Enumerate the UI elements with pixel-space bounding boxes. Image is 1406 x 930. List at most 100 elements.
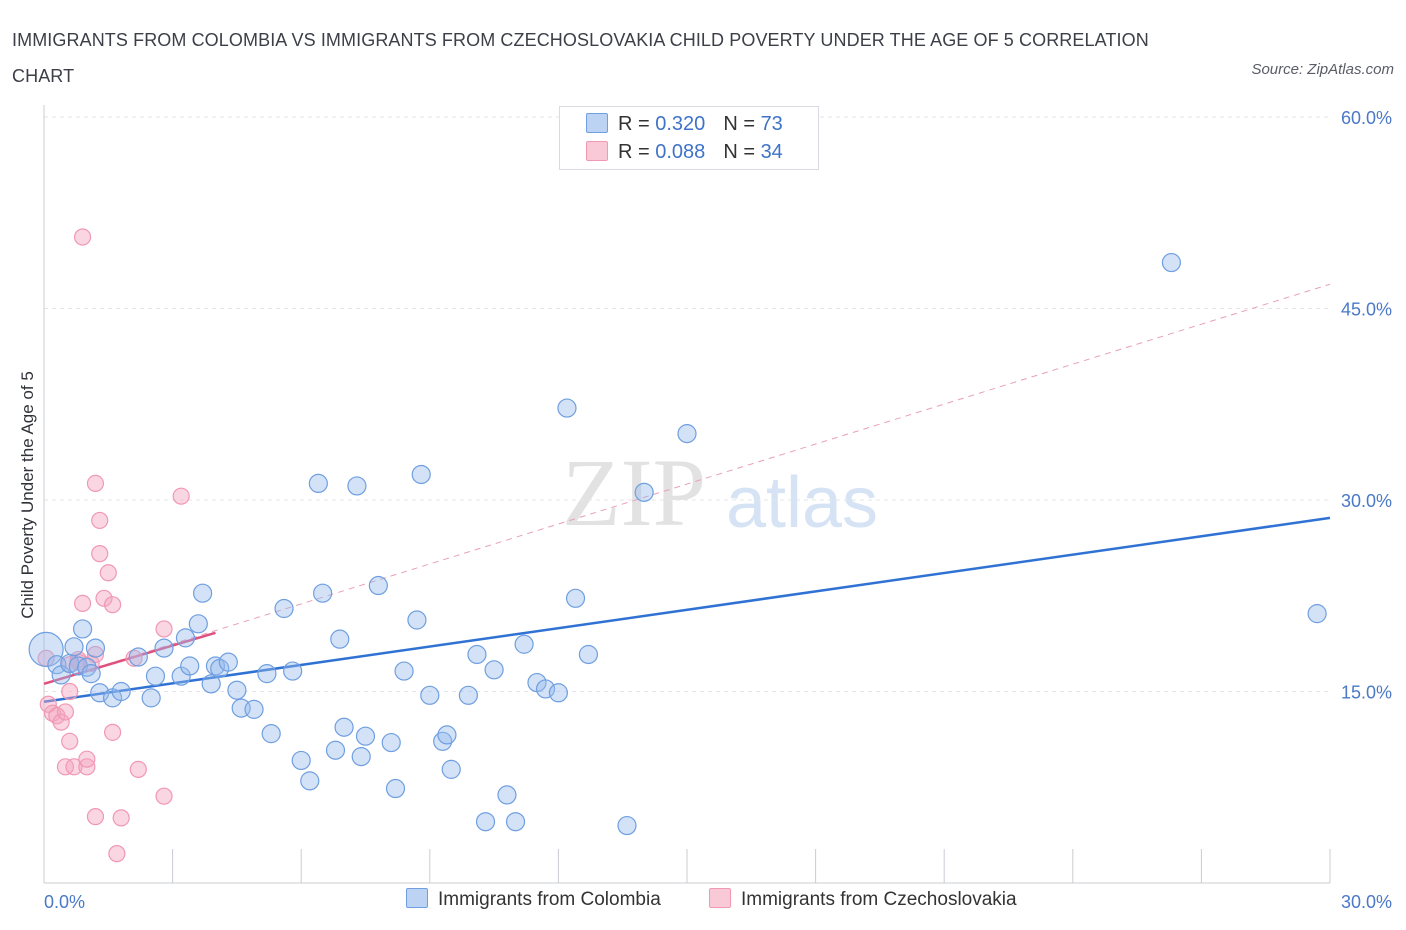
- colombia-point-59: [514, 634, 534, 654]
- colombia-point-52: [441, 759, 461, 779]
- colombia-point-62: [548, 683, 569, 703]
- bottom-legend-colombia-label: Immigrants from Colombia: [438, 889, 661, 910]
- colombia-points: [28, 252, 1327, 836]
- bottom-legend-swatch-colombia: [406, 888, 428, 908]
- watermark-atlas: atlas: [726, 463, 878, 543]
- legend-czech-r-label: R =: [618, 141, 656, 163]
- czech-point-9: [61, 682, 79, 701]
- colombia-point-46: [394, 661, 414, 681]
- colombia-point-0: [28, 631, 64, 667]
- colombia-point-6: [72, 619, 93, 639]
- czech-point-8: [61, 732, 79, 750]
- colombia-point-19: [180, 656, 200, 676]
- legend-row-czech: R = 0.088 N = 34: [586, 141, 783, 165]
- colombia-point-10: [90, 683, 110, 703]
- legend-swatch-czech: [586, 141, 608, 161]
- colombia-point-28: [244, 699, 264, 719]
- colombia-point-58: [505, 812, 526, 832]
- watermark-zip: ZIP: [562, 439, 706, 546]
- czech-point-22: [91, 545, 109, 563]
- colombia-point-48: [411, 464, 431, 485]
- colombia-point-40: [347, 476, 367, 496]
- colombia-point-20: [188, 614, 208, 634]
- legend-czech-n-label: N =: [723, 141, 761, 163]
- colombia-point-4: [64, 637, 84, 657]
- colombia-point-13: [128, 647, 148, 667]
- czech-point-21: [91, 511, 109, 530]
- tick-labels: 15.0% 30.0% 45.0% 60.0% 0.0% 30.0%: [44, 108, 1392, 912]
- czech-point-33: [172, 487, 190, 505]
- colombia-point-29: [257, 664, 277, 684]
- colombia-point-43: [368, 575, 388, 596]
- colombia-point-36: [313, 583, 333, 603]
- colombia-point-39: [334, 717, 354, 737]
- y-tick-label-0: 15.0%: [1341, 683, 1392, 703]
- legend-colombia-n-value: 73: [760, 113, 783, 135]
- legend-colombia-n-label: N =: [723, 113, 761, 135]
- colombia-point-54: [467, 644, 487, 665]
- legend-czech-r-value: 0.088: [655, 141, 706, 163]
- colombia-point-25: [218, 652, 238, 672]
- stats-legend: R = 0.320 N = 73 R = 0.088 N = 34: [559, 106, 819, 170]
- czech-point-32: [155, 620, 173, 638]
- colombia-point-61: [535, 679, 556, 699]
- czech-point-27: [108, 845, 126, 863]
- czech-point-28: [112, 809, 130, 827]
- x-tick-label-max: 30.0%: [1341, 892, 1392, 912]
- czech-point-30: [129, 760, 147, 778]
- czech-point-18: [86, 645, 105, 664]
- czech-point-25: [103, 596, 122, 614]
- legend-colombia-r-value: 0.320: [655, 113, 706, 135]
- y-tick-label-1: 30.0%: [1341, 491, 1392, 511]
- y-tick-label-3: 60.0%: [1341, 108, 1392, 128]
- chart-source: Source: ZipAtlas.com: [1251, 61, 1394, 78]
- colombia-point-32: [283, 661, 303, 681]
- colombia-point-47: [407, 610, 427, 630]
- colombia-point-18: [175, 628, 196, 648]
- bottom-legend-czech-label: Immigrants from Czechoslovakia: [741, 889, 1017, 910]
- grid: [44, 116, 1330, 692]
- colombia-point-12: [111, 681, 131, 702]
- colombia-point-8: [81, 664, 101, 684]
- colombia-point-69: [1161, 252, 1181, 273]
- colombia-point-38: [330, 629, 350, 649]
- legend-czech-n-value: 34: [760, 141, 783, 163]
- colombia-point-49: [420, 685, 440, 705]
- colombia-point-35: [308, 473, 328, 494]
- colombia-point-33: [291, 750, 311, 771]
- colombia-point-41: [351, 747, 371, 767]
- czech-point-16: [78, 750, 96, 768]
- colombia-point-44: [381, 732, 401, 753]
- czech-point-19: [86, 808, 105, 826]
- axes: [43, 105, 1331, 884]
- czech-points: [37, 228, 190, 863]
- colombia-point-57: [497, 785, 517, 805]
- watermark: ZIP atlas: [562, 439, 878, 546]
- colombia-point-15: [145, 666, 166, 686]
- colombia-point-14: [141, 688, 161, 708]
- legend-row-colombia: R = 0.320 N = 73: [586, 113, 783, 137]
- colombia-point-56: [484, 660, 504, 680]
- legend-swatch-colombia: [586, 113, 608, 133]
- colombia-point-66: [617, 815, 637, 836]
- czech-point-23: [95, 589, 113, 607]
- colombia-point-30: [261, 724, 281, 744]
- colombia-point-21: [193, 583, 213, 603]
- czech-point-20: [86, 474, 105, 493]
- colombia-point-64: [565, 588, 586, 608]
- colombia-point-42: [355, 726, 376, 746]
- czech-point-31: [155, 787, 173, 805]
- x-tick-label-min: 0.0%: [44, 892, 85, 912]
- czech-point-4: [52, 713, 70, 731]
- colombia-point-16: [154, 638, 174, 658]
- czech-point-5: [56, 703, 75, 721]
- bottom-legend-swatch-czech: [709, 888, 731, 908]
- czech-point-10: [65, 758, 83, 776]
- czech-trend-extended: [43, 283, 1331, 685]
- colombia-point-22: [201, 674, 221, 694]
- czech-point-13: [73, 594, 92, 613]
- colombia-point-70: [1307, 604, 1327, 624]
- bottom-legend-colombia: Immigrants from Colombia: [406, 888, 661, 911]
- colombia-point-68: [677, 424, 697, 444]
- colombia-point-67: [634, 482, 654, 502]
